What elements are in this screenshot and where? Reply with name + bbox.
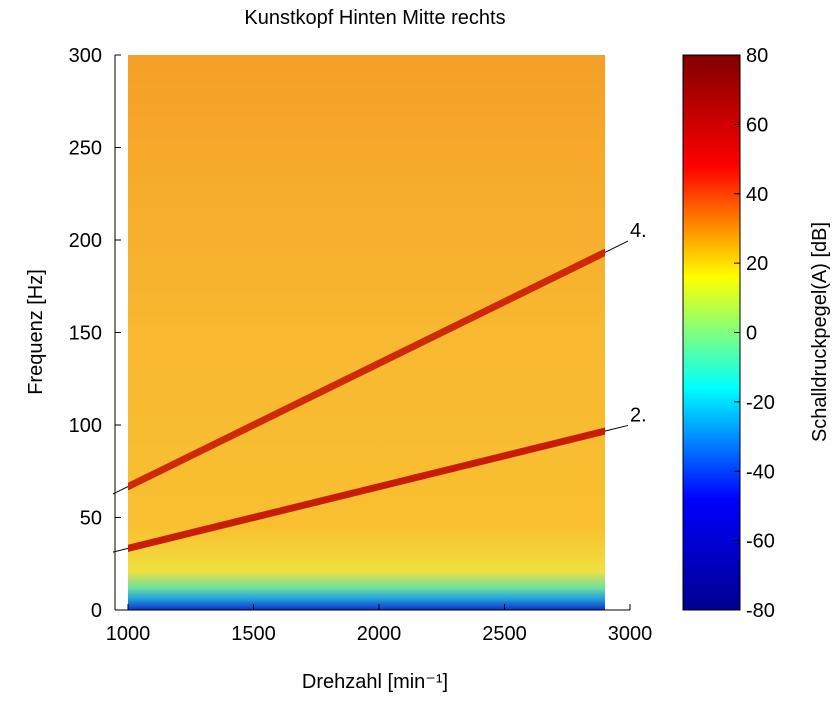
x-tick-label: 2500 <box>482 623 527 645</box>
order-line <box>128 427 605 552</box>
x-tick-label: 2000 <box>357 623 402 645</box>
y-tick-label: 300 <box>69 45 102 67</box>
spectrogram-image <box>128 55 605 610</box>
plot-area <box>128 248 605 552</box>
colorbar-tick-label: -60 <box>746 531 775 553</box>
colorbar-tick-label: 40 <box>746 184 768 206</box>
y-tick-label: 0 <box>91 600 102 622</box>
x-tick-label: 1000 <box>106 623 151 645</box>
order-extension <box>604 240 629 253</box>
colorbar-tick-label: -20 <box>746 392 775 414</box>
y-tick-label: 100 <box>69 415 102 437</box>
order-extension <box>112 547 129 553</box>
y-axis-label: Frequenz [Hz] <box>25 269 47 395</box>
colorbar-tick-label: 60 <box>746 114 768 136</box>
x-axis-label: Drehzahl [min⁻¹] <box>302 671 448 693</box>
x-tick-label: 3000 <box>608 623 653 645</box>
order-line <box>128 248 605 491</box>
colorbar-tick-label: 0 <box>746 323 757 345</box>
colorbar <box>682 54 741 611</box>
colorbar-tick-label: -40 <box>746 461 775 483</box>
x-tick-label: 1500 <box>231 623 276 645</box>
order-label: 2. <box>630 404 647 426</box>
colorbar-tick-label: 80 <box>746 45 768 67</box>
chart-title: Kunstkopf Hinten Mitte rechts <box>244 7 505 29</box>
order-extension <box>112 486 129 495</box>
y-tick-label: 50 <box>80 508 102 530</box>
colorbar-tick-label: 20 <box>746 253 768 275</box>
order-label: 4. <box>630 220 647 242</box>
y-tick-label: 250 <box>69 138 102 160</box>
y-tick-label: 200 <box>69 230 102 252</box>
colorbar-label: Schalldruckpegel(A) [dB] <box>809 222 831 442</box>
order-extension <box>604 424 629 432</box>
colorbar-tick-label: -80 <box>746 600 775 622</box>
y-tick-label: 150 <box>69 323 102 345</box>
